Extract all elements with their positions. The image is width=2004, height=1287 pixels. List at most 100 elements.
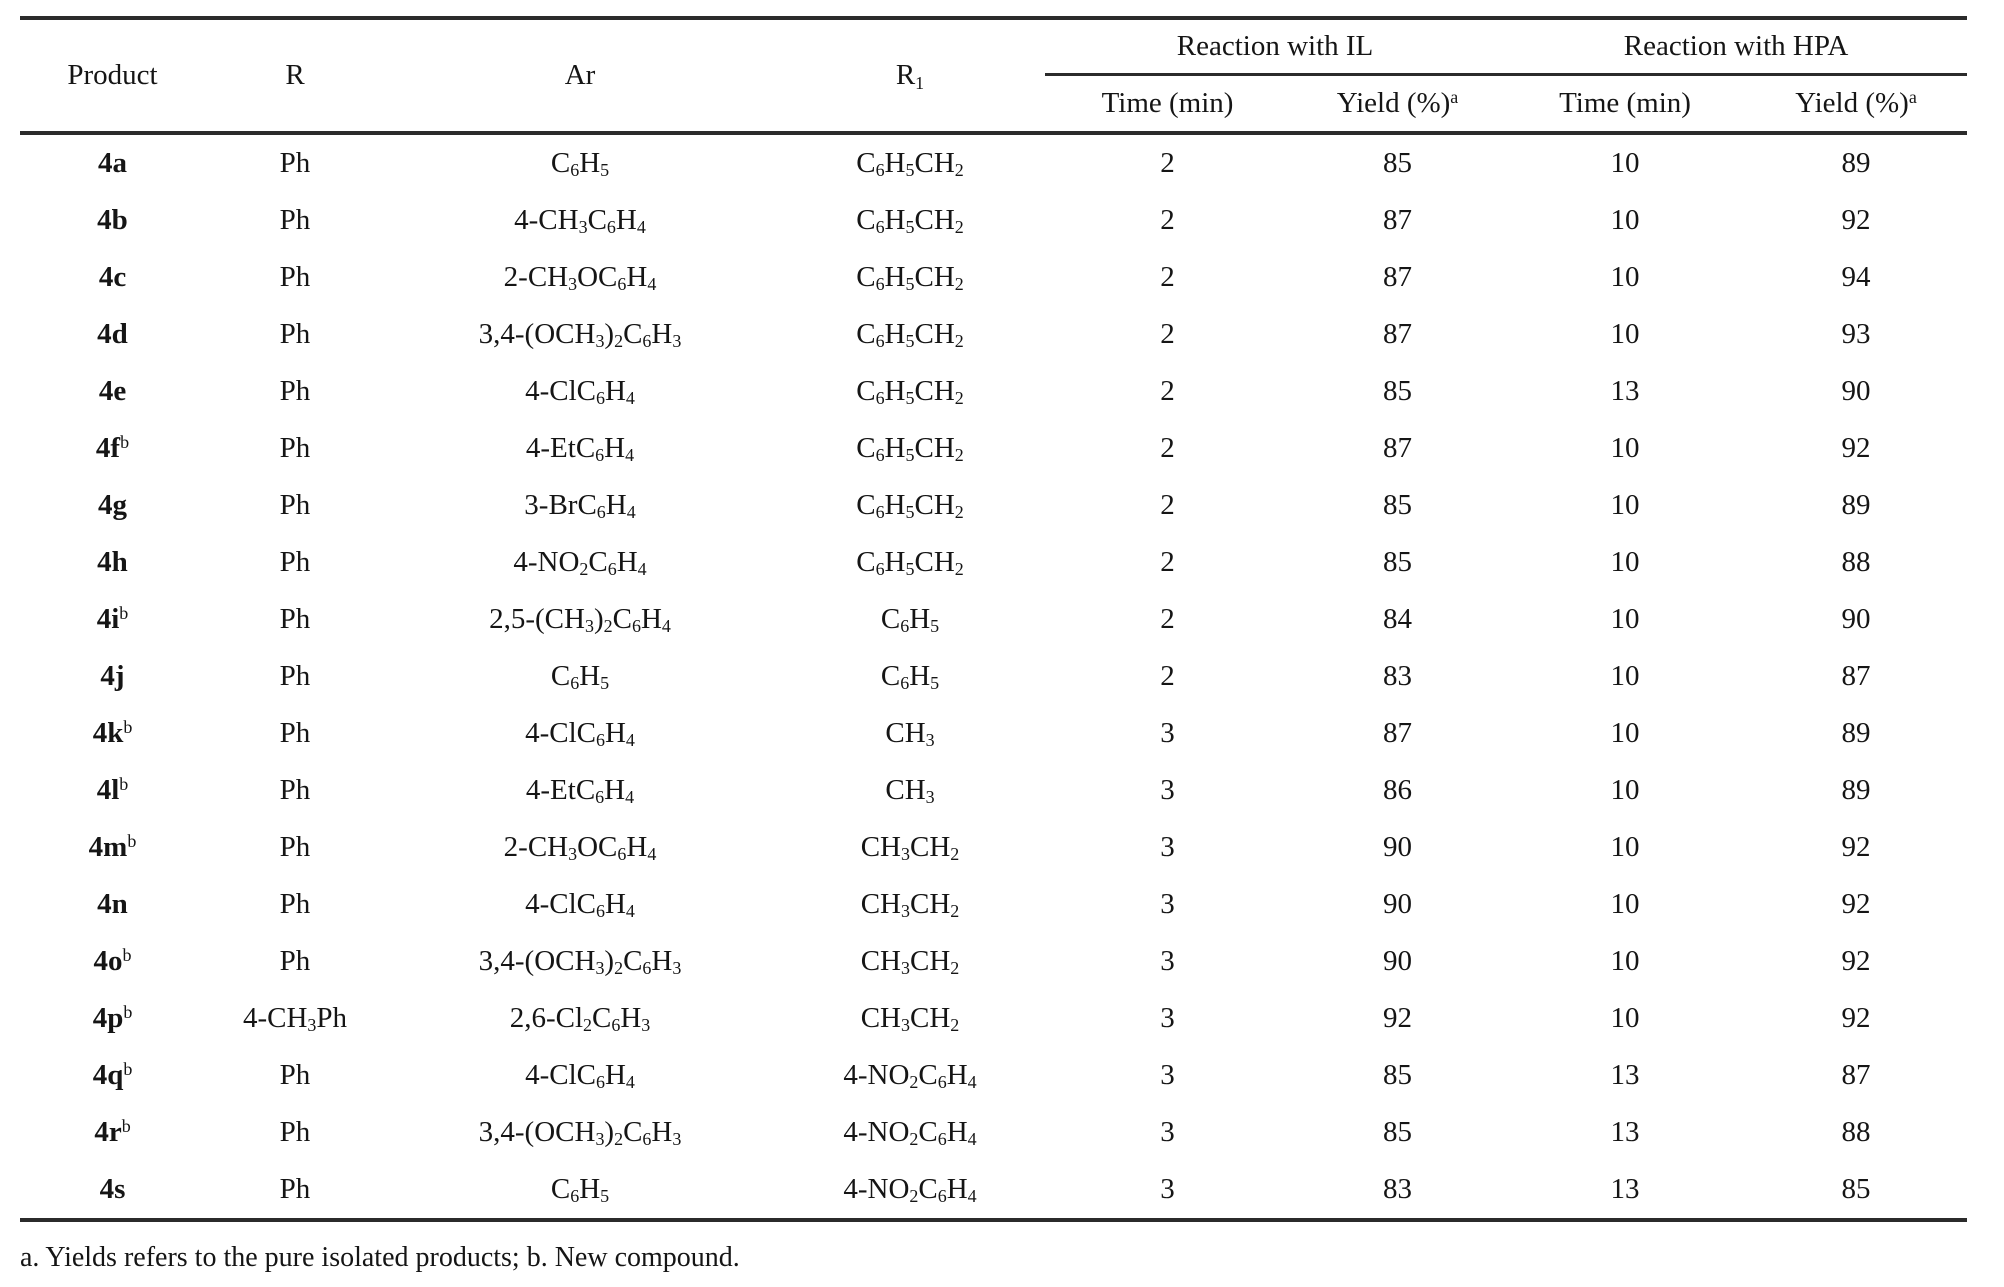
ar-cell: C6H5 bbox=[550, 660, 610, 694]
hpa-yield-cell: 89 bbox=[1841, 147, 1871, 179]
hpa-yield-cell: 92 bbox=[1841, 204, 1871, 236]
r1-cell: C6H5CH2 bbox=[856, 261, 964, 295]
hpa-time-cell: 10 bbox=[1610, 888, 1640, 920]
il-time-cell: 2 bbox=[1160, 489, 1175, 521]
product-cell: 4s bbox=[20, 1161, 205, 1222]
r-cell: Ph bbox=[279, 774, 311, 806]
product-cell: 4e bbox=[98, 375, 127, 407]
hpa-yield-cell: 94 bbox=[1841, 261, 1871, 293]
hpa-time-cell: 10 bbox=[1610, 717, 1640, 749]
r-cell: Ph bbox=[279, 546, 311, 578]
il-time-cell: 2 bbox=[1160, 375, 1175, 407]
hpa-time-cell: 10 bbox=[1610, 204, 1640, 236]
table-row: 4n Ph 4-ClC6H4 CH3CH2 3 90 10 92 bbox=[20, 876, 1967, 933]
r1-cell: CH3CH2 bbox=[860, 888, 960, 922]
reaction-results-table: Product R Ar R1 Reaction with IL Reactio… bbox=[20, 16, 1968, 1222]
r-cell: Ph bbox=[279, 375, 311, 407]
il-time-cell: 3 bbox=[1160, 717, 1175, 749]
r-cell: Ph bbox=[279, 717, 311, 749]
il-yield-cell: 85 bbox=[1383, 546, 1412, 578]
table-row: 4s Ph C6H5 4-NO2C6H4 3 83 13 85 bbox=[20, 1161, 1968, 1222]
hpa-time-cell: 10 bbox=[1610, 261, 1640, 293]
hpa-yield-cell: 90 bbox=[1841, 375, 1871, 407]
ar-cell: 4-ClC6H4 bbox=[525, 1059, 635, 1093]
r-cell: Ph bbox=[279, 318, 311, 350]
column-header-r1: R1 bbox=[775, 18, 1045, 135]
product-cell: 4ib bbox=[96, 603, 129, 635]
hpa-time-cell: 10 bbox=[1610, 147, 1640, 179]
hpa-time-cell: 10 bbox=[1610, 945, 1640, 977]
hpa-yield-cell: 89 bbox=[1841, 489, 1871, 521]
column-header-ar: Ar bbox=[385, 18, 775, 135]
column-header-il-yield: Yield (%)a bbox=[1290, 74, 1506, 135]
r-cell: Ph bbox=[279, 1059, 311, 1091]
product-cell: 4kb bbox=[92, 717, 133, 749]
ar-cell: 4-ClC6H4 bbox=[525, 717, 635, 751]
r1-cell: C6H5CH2 bbox=[856, 546, 964, 580]
hpa-time-cell: 13 bbox=[1610, 1116, 1640, 1148]
il-yield-cell: 90 bbox=[1383, 888, 1412, 920]
r1-cell: C6H5CH2 bbox=[856, 375, 964, 409]
il-time-cell: 2 bbox=[1160, 432, 1175, 464]
column-header-product: Product bbox=[20, 18, 205, 135]
r-cell: Ph bbox=[279, 1116, 311, 1148]
il-time-cell: 3 bbox=[1160, 1059, 1175, 1091]
hpa-yield-cell: 92 bbox=[1841, 432, 1871, 464]
r-cell: Ph bbox=[279, 831, 311, 863]
il-yield-cell: 90 bbox=[1383, 945, 1412, 977]
product-cell: 4ob bbox=[93, 945, 132, 977]
table-row: 4lb Ph 4-EtC6H4 CH3 3 86 10 89 bbox=[20, 762, 1967, 819]
table-row: 4a Ph C6H5 C6H5CH2 2 85 10 89 bbox=[20, 133, 1967, 192]
table-row: 4g Ph 3-BrC6H4 C6H5CH2 2 85 10 89 bbox=[20, 477, 1967, 534]
r1-cell: CH3 bbox=[885, 717, 935, 751]
product-cell: 4b bbox=[97, 204, 128, 236]
table-footnote: a. Yields refers to the pure isolated pr… bbox=[20, 1242, 740, 1273]
r1-cell: C6H5CH2 bbox=[856, 432, 964, 466]
header-sub-row: Time (min) Yield (%)a Time (min) Yield (… bbox=[20, 74, 1968, 135]
il-yield-cell: 87 bbox=[1383, 204, 1412, 236]
r1-cell: C6H5CH2 bbox=[856, 204, 964, 238]
ar-cell: 2,5-(CH3)2C6H4 bbox=[489, 603, 671, 637]
table-row: 4j Ph C6H5 C6H5 2 83 10 87 bbox=[20, 648, 1967, 705]
il-yield-cell: 87 bbox=[1383, 717, 1412, 749]
table-row: 4fb Ph 4-EtC6H4 C6H5CH2 2 87 10 92 bbox=[20, 420, 1967, 477]
table-row: 4rb Ph 3,4-(OCH3)2C6H3 4-NO2C6H4 3 85 13 88 bbox=[20, 1104, 1967, 1161]
il-yield-cell: 87 bbox=[1383, 261, 1412, 293]
table-row: 4pb 4-CH3Ph 2,6-Cl2C6H3 CH3CH2 3 92 10 92 bbox=[20, 990, 1967, 1047]
il-yield-cell: 90 bbox=[1383, 831, 1412, 863]
product-cell: 4h bbox=[97, 546, 128, 578]
il-time-cell: 3 bbox=[1160, 831, 1175, 863]
r-cell: Ph bbox=[205, 1161, 385, 1222]
hpa-time-cell: 10 bbox=[1610, 1002, 1640, 1034]
ar-cell: 4-EtC6H4 bbox=[525, 774, 635, 808]
hpa-yield-cell: 92 bbox=[1841, 831, 1871, 863]
il-yield-cell: 85 bbox=[1383, 375, 1412, 407]
hpa-time-cell: 10 bbox=[1610, 432, 1640, 464]
r-cell: Ph bbox=[279, 489, 311, 521]
header-group-row: Product R Ar R1 Reaction with IL Reactio… bbox=[20, 18, 1968, 135]
il-time-cell: 3 bbox=[1160, 1002, 1175, 1034]
ar-cell: 3-BrC6H4 bbox=[524, 489, 636, 523]
il-time-cell: 3 bbox=[1160, 945, 1175, 977]
il-yield-cell: 85 bbox=[1383, 1116, 1412, 1148]
ar-cell: 4-ClC6H4 bbox=[525, 888, 635, 922]
il-yield-cell: 85 bbox=[1383, 1059, 1412, 1091]
r-cell: Ph bbox=[279, 603, 311, 635]
product-cell: 4fb bbox=[95, 432, 130, 464]
column-header-hpa-yield: Yield (%)a bbox=[1745, 74, 1968, 135]
r1-cell: C6H5CH2 bbox=[856, 147, 964, 181]
il-time-cell: 2 bbox=[1160, 660, 1175, 692]
product-cell: 4rb bbox=[94, 1116, 131, 1148]
il-yield-cell: 92 bbox=[1383, 1002, 1412, 1034]
product-cell: 4g bbox=[98, 489, 127, 521]
hpa-time-cell: 10 bbox=[1610, 774, 1640, 806]
hpa-time-cell: 13 bbox=[1505, 1161, 1746, 1222]
table-row: 4ib Ph 2,5-(CH3)2C6H4 C6H5 2 84 10 90 bbox=[20, 591, 1967, 648]
r1-cell: C6H5CH2 bbox=[856, 489, 964, 523]
hpa-time-cell: 10 bbox=[1610, 489, 1640, 521]
il-yield-cell: 87 bbox=[1383, 432, 1412, 464]
hpa-yield-cell: 92 bbox=[1841, 888, 1871, 920]
ar-cell: 4-EtC6H4 bbox=[525, 432, 635, 466]
hpa-yield-cell: 87 bbox=[1841, 1059, 1871, 1091]
